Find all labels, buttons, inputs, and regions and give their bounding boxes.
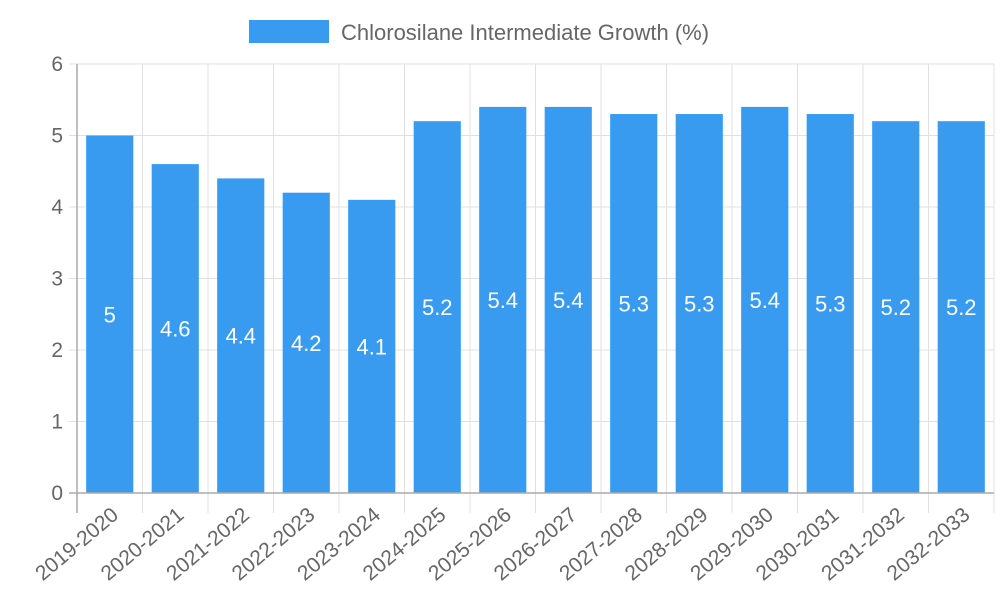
bar-value-label: 4.4 xyxy=(225,324,256,349)
bar-value-label: 5.2 xyxy=(946,295,977,320)
bar[interactable] xyxy=(872,121,920,493)
bar[interactable] xyxy=(413,121,461,493)
bar-value-label: 4.2 xyxy=(291,331,322,356)
bar-value-label: 4.1 xyxy=(356,334,387,359)
bar-value-label: 5.4 xyxy=(749,288,780,313)
bar-value-label: 5.2 xyxy=(422,295,453,320)
bar-value-label: 5.3 xyxy=(684,292,715,317)
y-tick-label: 1 xyxy=(51,411,63,434)
y-tick-label: 4 xyxy=(51,196,63,219)
legend: Chlorosilane Intermediate Growth (%) xyxy=(249,20,709,45)
bar-value-label: 5.3 xyxy=(815,292,846,317)
gridlines xyxy=(69,63,995,513)
bar[interactable] xyxy=(86,135,134,494)
bar[interactable] xyxy=(151,164,199,493)
bar[interactable] xyxy=(544,106,592,494)
y-tick-label: 6 xyxy=(51,53,63,76)
bar-value-label: 5.4 xyxy=(553,288,584,313)
bar[interactable] xyxy=(741,106,789,494)
bar-value-label: 5.3 xyxy=(618,292,649,317)
y-axis-ticks: 0 1 2 3 4 5 6 xyxy=(51,53,63,505)
bar[interactable] xyxy=(348,199,396,493)
bar-value-label: 4.6 xyxy=(160,317,191,342)
bar-value-label: 5.4 xyxy=(487,288,518,313)
bar[interactable] xyxy=(806,114,854,494)
legend-label: Chlorosilane Intermediate Growth (%) xyxy=(341,20,709,45)
bar[interactable] xyxy=(937,121,985,493)
y-tick-label: 2 xyxy=(51,339,63,362)
bar[interactable] xyxy=(675,114,723,494)
bar-value-label: 5.2 xyxy=(880,295,911,320)
y-tick-label: 3 xyxy=(51,268,63,291)
y-tick-label: 0 xyxy=(51,482,63,505)
bar[interactable] xyxy=(282,192,330,493)
bars: 5 4.6 4.4 4.2 4.1 5.2 5.4 5.4 5.3 5.3 5.4 5.3 5.2 5.2 xyxy=(86,106,985,494)
x-axis-ticks: 2019-20202020-20212021-20222022-20232023… xyxy=(31,503,974,585)
bar[interactable] xyxy=(217,178,265,493)
bar[interactable] xyxy=(610,114,658,494)
axes xyxy=(69,64,994,513)
legend-swatch xyxy=(249,20,329,43)
bar[interactable] xyxy=(479,106,527,494)
bar-value-label: 5 xyxy=(104,302,116,327)
y-tick-label: 5 xyxy=(51,125,63,148)
